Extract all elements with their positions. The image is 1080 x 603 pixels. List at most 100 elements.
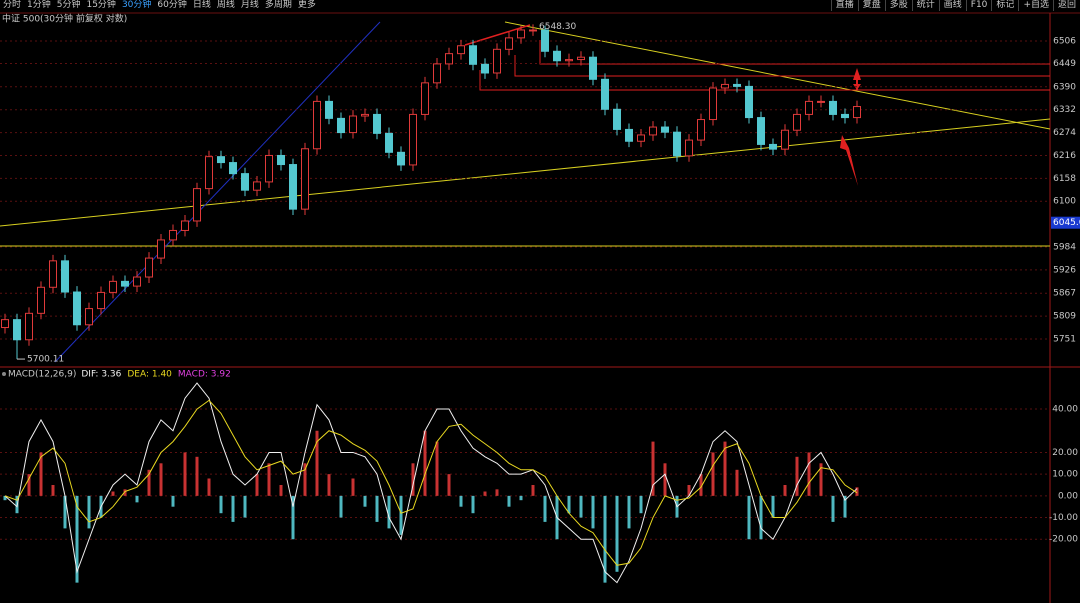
period-button[interactable]: 更多 [297,0,316,10]
candle-body [493,48,501,74]
tool-button[interactable]: F10 [965,0,992,11]
candle-body [721,83,729,89]
macd-bar [147,469,151,496]
price-marker-box [1051,216,1080,229]
y-tick-label: 6158 [1053,174,1076,184]
y-tick-label: 6449 [1053,59,1076,69]
macd-bar [771,495,775,518]
macd-bar [639,495,643,514]
macd-bar [3,495,7,501]
period-button[interactable]: 分时 [3,0,22,10]
macd-bar [615,495,619,572]
candle-body [769,143,777,150]
period-button[interactable]: 60分钟 [157,0,187,10]
candle-body [265,154,273,183]
macd-bar [819,463,823,496]
candle-body [61,260,69,293]
tool-button[interactable]: 复盘 [857,0,885,11]
trendline [0,118,1051,227]
y-tick-label: 6506 [1053,37,1076,47]
candle-body [337,117,345,134]
period-button[interactable]: 周线 [216,0,235,10]
candle-body [37,286,45,314]
macd-bar [171,495,175,507]
macd-bar [843,495,847,518]
tool-button[interactable]: 标记 [991,0,1018,11]
candle-body [73,291,81,326]
candle-body [745,85,753,119]
period-button[interactable]: 1分钟 [27,0,51,10]
macd-bar [519,495,523,501]
y-tick-label: -10.00 [1049,513,1078,523]
macd-bar [543,495,547,522]
period-button[interactable]: 日线 [192,0,211,10]
legend-entry: DEA: 1.40 [127,370,172,380]
macd-bar [183,452,187,496]
macd-bar [711,452,715,496]
arrow [853,68,861,90]
period-button[interactable]: 多周期 [264,0,292,10]
macd-bar [291,495,295,540]
period-button[interactable]: 30分钟 [121,0,152,10]
chart-title: 中证 500(30分钟 前复权 对数) [2,13,127,25]
macd-bar [423,430,427,496]
tool-button[interactable]: 返回 [1052,0,1080,11]
candle-body [697,119,705,141]
tool-button[interactable]: 画线 [938,0,966,11]
tool-button[interactable]: 统计 [911,0,939,11]
macd-bar [795,456,799,496]
y-tick-label: 40.00 [1052,405,1078,415]
candle-body [685,139,693,157]
indicator-title: MACD(12,26,9) [8,370,76,380]
macd-bar [627,495,631,529]
candle-body [241,173,249,191]
period-button[interactable]: 月线 [240,0,259,10]
macd-bar [27,474,31,496]
candle-body [85,308,93,326]
candle-body [781,129,789,150]
box-line [479,70,1050,91]
legend-dot [2,372,6,376]
candle-body [433,63,441,84]
y-tick-label: -20.00 [1049,535,1078,545]
high-label: 6548.30 [539,22,576,32]
candle-body [829,100,837,115]
candle-body [205,156,213,190]
candle-body [601,78,609,110]
period-button[interactable]: 5分钟 [56,0,81,10]
tool-button[interactable]: 多股 [884,0,912,11]
candle-body [793,113,801,131]
tool-button[interactable]: 直播 [830,0,858,11]
macd-bar [807,452,811,496]
period-button[interactable]: 15分钟 [86,0,116,10]
macd-bar [831,495,835,522]
candle-body [349,115,357,134]
candle-body [301,148,309,210]
macd-bar [399,495,403,535]
candle-body [1,319,9,329]
candle-body [97,291,105,310]
candle-body [445,53,453,65]
candle-body [229,162,237,175]
candle-body [733,83,741,87]
trendline [54,21,381,363]
candle-body [313,100,321,150]
candle-body [553,50,561,62]
macd-bar [735,469,739,496]
candle-body [253,181,261,191]
candle-body [673,131,681,157]
macd-bar [63,495,67,529]
macd-bar [375,495,379,522]
period-bar: 分时 1分钟 5分钟 15分钟 30分钟 60分钟 日线 周线 月线 多周期 更多 [0,0,319,11]
candle-body [49,260,57,288]
y-tick-label: 6332 [1053,105,1076,115]
tool-button[interactable]: +自选 [1018,0,1053,11]
candle-body [577,56,585,61]
candle-body [529,29,537,32]
legend-entry: DIF: 3.36 [81,370,121,380]
macd-bar [195,456,199,496]
macd-bar [387,495,391,529]
box-line [514,55,1050,77]
candle-body [373,113,381,134]
macd-bar [315,430,319,496]
